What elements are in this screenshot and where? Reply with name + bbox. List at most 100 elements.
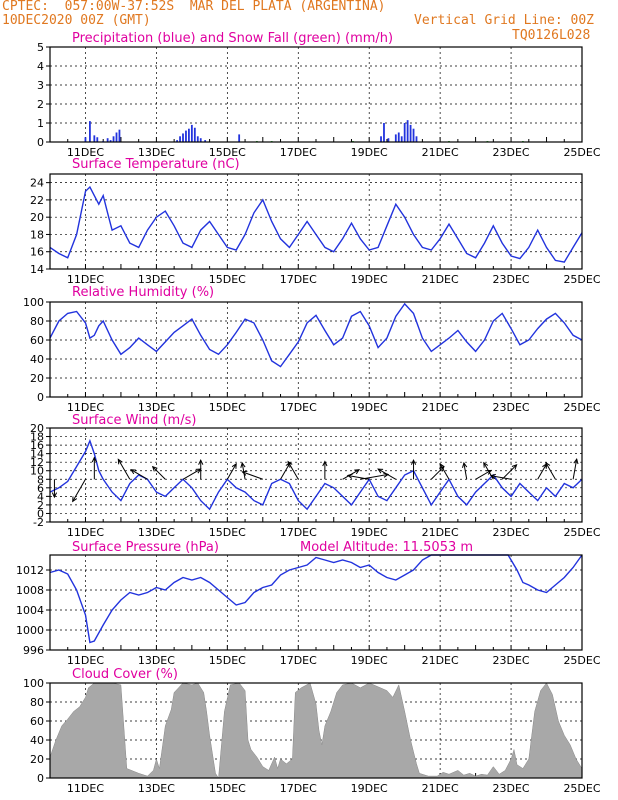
- precip-bar: [84, 137, 87, 142]
- wind-y-tick: 2: [37, 499, 44, 512]
- wind-x-tick: 13DEC: [138, 526, 175, 539]
- rh-series-line: [49, 302, 583, 368]
- pres-y-tick: 1008: [16, 584, 44, 597]
- precip-bar: [185, 130, 187, 142]
- wind-x-tick: 11DEC: [67, 526, 104, 539]
- cloud-x-tick: 21DEC: [422, 782, 459, 795]
- wind-vector: [377, 468, 397, 480]
- temp-y-tick: 16: [30, 246, 44, 259]
- precip-bar: [196, 136, 199, 142]
- grid-note: Vertical Grid Line: 00Z: [414, 13, 595, 28]
- pres-note: Model Altitude: 11.5053 m: [300, 540, 473, 555]
- wind-arrowhead: [573, 458, 579, 465]
- cloud-x-tick: 23DEC: [493, 782, 530, 795]
- cloud-y-tick: 20: [30, 753, 44, 766]
- precip-bar: [238, 134, 241, 142]
- precip-bar: [397, 132, 400, 142]
- cloud-y-tick: 0: [37, 772, 44, 785]
- temp-x-tick: 11DEC: [67, 273, 104, 286]
- temp-x-tick: 17DEC: [280, 273, 317, 286]
- wind-vector: [463, 462, 468, 480]
- precip-bar: [412, 128, 415, 142]
- rh-x-tick: 19DEC: [351, 401, 388, 414]
- wind-vector: [117, 459, 131, 480]
- precip-x-tick: 17DEC: [280, 146, 317, 159]
- temp-y-tick: 14: [30, 263, 44, 276]
- rh-y-tick: 20: [30, 372, 44, 385]
- precip-bar: [93, 135, 96, 142]
- wind-vector: [439, 463, 450, 480]
- precip-y-tick: 5: [37, 41, 44, 54]
- wind-vector: [537, 463, 547, 480]
- wind-arrowhead: [117, 458, 123, 465]
- wind-vector: [347, 475, 370, 480]
- wind-arrowhead: [377, 468, 384, 474]
- wind-y-tick: 8: [37, 473, 44, 486]
- temp-frame: [49, 173, 583, 270]
- precip-bar: [176, 140, 178, 142]
- precip-bar: [179, 136, 181, 142]
- rh-y-tick: 60: [30, 334, 44, 347]
- wind-vector: [287, 461, 299, 480]
- wind-arrowhead: [130, 469, 137, 475]
- precip-y-tick: 3: [37, 79, 44, 92]
- precip-x-tick: 25DEC: [563, 146, 600, 159]
- cloud-x-tick: 17DEC: [280, 782, 317, 795]
- temp-x-tick: 25DEC: [563, 273, 600, 286]
- precip-bar: [96, 137, 99, 142]
- pres-frame: [49, 554, 583, 651]
- wind-arrowhead: [346, 473, 353, 479]
- precip-bar: [182, 133, 184, 142]
- precip-bar: [403, 123, 406, 142]
- pres-series-line: [49, 554, 583, 644]
- wind-vector: [72, 479, 86, 502]
- wind-vector: [182, 468, 201, 480]
- precip-bar: [380, 136, 382, 142]
- wind-vector: [501, 464, 517, 480]
- precip-bar: [106, 138, 109, 142]
- wind-y-tick: 10: [30, 465, 44, 478]
- wind-arrowhead: [51, 492, 58, 499]
- precip-bar: [109, 140, 112, 142]
- wind-arrowhead: [545, 461, 551, 468]
- pres-y-tick: 1000: [16, 624, 44, 637]
- wind-y-tick: 4: [37, 490, 44, 503]
- rh-y-tick: 40: [30, 353, 44, 366]
- wind-arrowhead: [462, 461, 468, 468]
- wind-x-tick: 15DEC: [209, 526, 246, 539]
- cloud-y-tick: 40: [30, 734, 44, 747]
- cloud-x-tick: 25DEC: [563, 782, 600, 795]
- precip-bar: [406, 120, 409, 142]
- wind-arrowhead: [287, 460, 293, 467]
- wind-series-line: [49, 438, 583, 511]
- wind-vector: [490, 475, 512, 480]
- cloud-y-tick: 80: [30, 696, 44, 709]
- precip-x-tick: 19DEC: [351, 146, 388, 159]
- cloud-y-tick: 100: [23, 677, 44, 690]
- pres-x-tick: 13DEC: [138, 654, 175, 667]
- pres-y-tick: 996: [23, 644, 44, 657]
- station-header: CPTEC: 057:00W-37:52S MAR DEL PLATA (ARG…: [2, 0, 386, 14]
- wind-arrowhead: [91, 456, 97, 463]
- pres-x-tick: 11DEC: [67, 654, 104, 667]
- run-date: 10DEC2020 00Z (GMT): [2, 13, 151, 28]
- precip-title: Precipitation (blue) and Snow Fall (gree…: [72, 31, 393, 46]
- precip-bar: [112, 136, 115, 142]
- rh-y-tick: 80: [30, 315, 44, 328]
- cloud-x-tick: 11DEC: [67, 782, 104, 795]
- precip-x-tick: 13DEC: [138, 146, 175, 159]
- rh-x-tick: 25DEC: [563, 401, 600, 414]
- pres-x-tick: 21DEC: [422, 654, 459, 667]
- wind-x-tick: 25DEC: [563, 526, 600, 539]
- wind-title: Surface Wind (m/s): [72, 413, 196, 428]
- wind-y-tick: 12: [30, 456, 44, 469]
- pres-x-tick: 17DEC: [280, 654, 317, 667]
- rh-x-tick: 17DEC: [280, 401, 317, 414]
- rh-y-tick: 0: [37, 391, 44, 404]
- pres-y-tick: 1012: [16, 564, 44, 577]
- cloud-frame: [49, 682, 583, 779]
- wind-y-tick: 6: [37, 482, 44, 495]
- wind-y-tick: 0: [37, 507, 44, 520]
- cloud-title: Cloud Cover (%): [72, 667, 178, 682]
